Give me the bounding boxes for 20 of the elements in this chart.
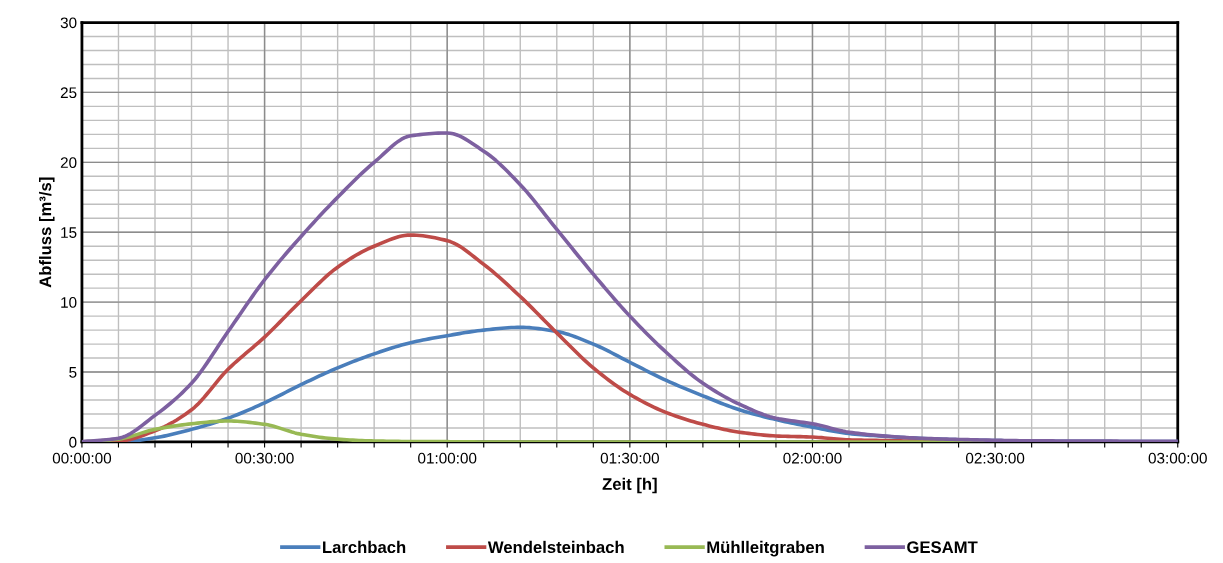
legend-label: GESAMT — [907, 541, 978, 554]
x-tick-label: 01:00:00 — [418, 452, 477, 464]
y-tick-label: 5 — [69, 367, 77, 378]
y-tick-label: 25 — [60, 87, 77, 99]
y-tick-label: 0 — [69, 436, 77, 448]
y-tick-label: 10 — [61, 297, 77, 308]
x-tick-label: 03:00:00 — [1148, 452, 1207, 464]
y-tick-label: 20 — [60, 157, 77, 169]
legend-label: Mühlleitgraben — [707, 540, 824, 557]
y-tick-label: 30 — [60, 17, 77, 29]
legend-label: Wendelsteinbach — [487, 540, 624, 554]
x-tick-label: 00:30:00 — [235, 452, 294, 464]
x-tick-label: 02:30:00 — [965, 452, 1025, 464]
y-tick-label: 15 — [61, 227, 77, 238]
x-tick-label: 02:00:00 — [783, 452, 842, 464]
x-tick-label: 00:00:00 — [52, 452, 112, 464]
y-axis-title: Abfluss [m³/s] — [39, 177, 55, 288]
x-axis-title: Zeit [h] — [602, 477, 657, 494]
x-tick-label: 01:30:00 — [600, 452, 659, 464]
legend-label: Larchbach — [323, 540, 406, 554]
